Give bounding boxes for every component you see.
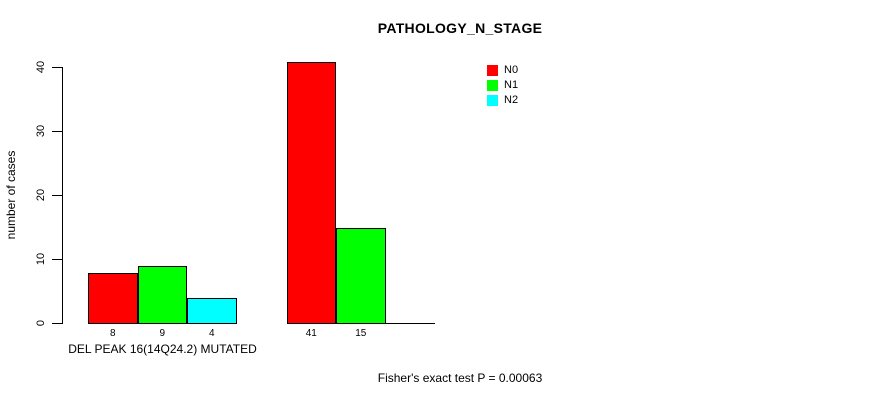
legend-item-N2: N2 <box>487 93 518 108</box>
y-tick-label: 10 <box>35 252 47 266</box>
fisher-test-annotation: Fisher's exact test P = 0.00063 <box>377 371 543 385</box>
bar-N1 <box>336 228 386 324</box>
bar-value-label: 8 <box>109 328 116 339</box>
legend-label: N0 <box>504 64 519 76</box>
legend-swatch-N1 <box>487 80 498 91</box>
bar-N1 <box>137 266 187 324</box>
bar-value-label: 9 <box>159 328 166 339</box>
group-label-mutated: DEL PEAK 16(14Q24.2) MUTATED <box>68 342 257 356</box>
bar-value-label: 15 <box>355 328 367 339</box>
y-tick-label: 20 <box>35 188 47 202</box>
y-axis-line <box>62 67 63 324</box>
chart-title: PATHOLOGY_N_STAGE <box>377 20 543 36</box>
y-tick-label: 40 <box>35 60 47 74</box>
legend: N0 N1 N2 <box>487 63 518 108</box>
y-axis-label: number of cases <box>4 150 18 240</box>
legend-swatch-N0 <box>487 65 498 76</box>
y-tick-label: 30 <box>35 124 47 138</box>
y-tick <box>52 131 62 132</box>
legend-item-N0: N0 <box>487 63 518 78</box>
legend-label: N2 <box>504 94 519 106</box>
y-tick-label: 0 <box>35 319 47 327</box>
bar-N0 <box>286 61 336 324</box>
bar-N2-zero <box>385 323 435 324</box>
bar-value-label: 4 <box>208 328 215 339</box>
legend-item-N1: N1 <box>487 78 518 93</box>
y-tick <box>52 259 62 260</box>
legend-swatch-N2 <box>487 95 498 106</box>
bar-value-label: 41 <box>305 328 317 339</box>
bar-N0 <box>88 272 138 324</box>
y-tick <box>52 195 62 196</box>
y-tick <box>52 67 62 68</box>
bar-N2 <box>187 298 237 324</box>
legend-label: N1 <box>504 79 519 91</box>
y-tick <box>52 323 62 324</box>
